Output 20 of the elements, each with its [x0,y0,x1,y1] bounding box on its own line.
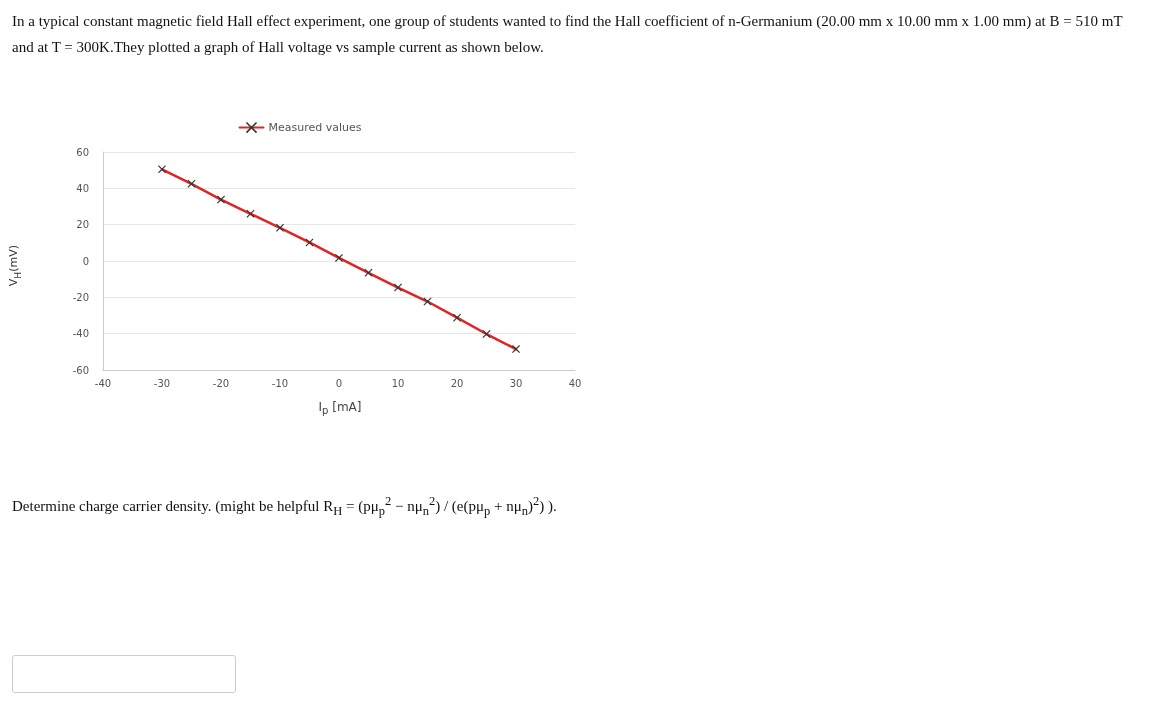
x-tick-label: -30 [153,377,171,389]
x-tick-label: -10 [271,377,289,389]
x-axis-title: I$_{p}$ [mA] [317,400,363,417]
y-tick-label: 60 [76,146,89,158]
x-tick-label: -40 [94,377,112,389]
x-tick-label: 0 [335,377,343,389]
x-tick-label: 30 [509,377,523,389]
y-tick-label: -40 [72,328,89,340]
y-tick-label: -60 [72,364,89,376]
chart-title: In a typical constant magnetic field Hall effect experiment, one group of students wanted to find the Hall coefficient of n-Germanium (20.00 mm x 10.00 mm x 1.00 mm) at B = 510 mT and at T = 300K.They plotted a graph of Hall voltage vs sample current as shown below. [12,12,1124,57]
x-tick-label: -20 [212,377,230,389]
legend-label: Measured values [268,121,362,135]
y-tick-label: -20 [72,291,89,303]
x-tick-label: 10 [391,377,405,389]
x-tick-label: 40 [568,377,582,389]
text: Determine charge carrier density. (might be helpful R$_{H}$ = (pμ$_{p}$$^{2}$ − nμ$_{n}$$^{2}$) / (e(pμ$_{p}$ + nμ$_{n}$)$^{2}$) ). [12,494,557,518]
y-tick-label: 40 [76,182,89,194]
y-tick-label: 20 [76,219,89,231]
x-tick-label: 20 [450,377,464,389]
y-tick-label: 0 [82,255,89,267]
